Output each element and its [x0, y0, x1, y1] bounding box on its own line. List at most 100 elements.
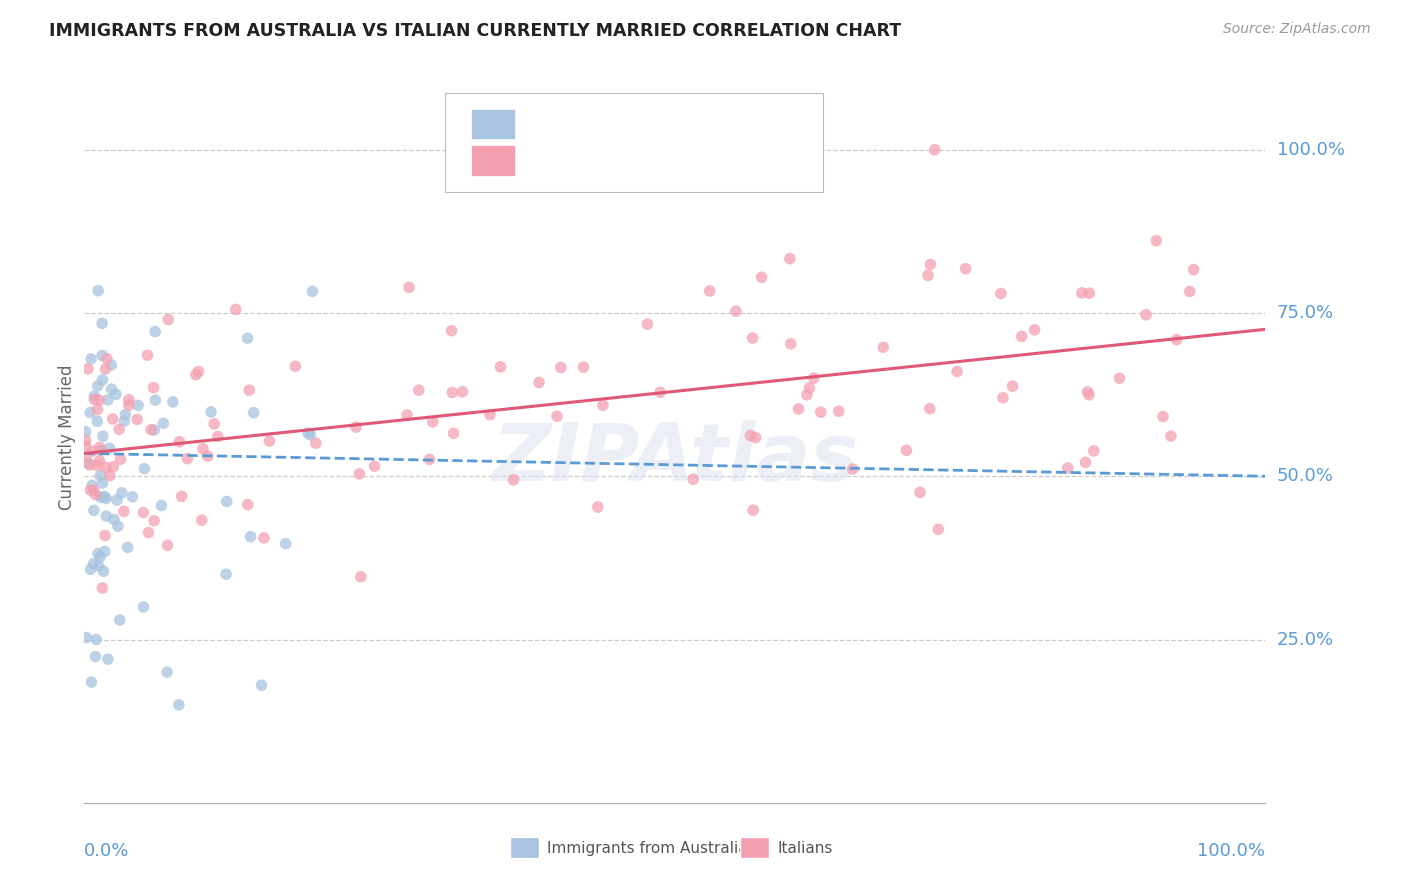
- Point: [636, 317, 658, 331]
- Text: 75.0%: 75.0%: [1277, 304, 1334, 322]
- Point: [1166, 333, 1188, 347]
- Point: [238, 383, 260, 397]
- Point: [89, 454, 111, 468]
- Point: [527, 376, 550, 390]
- Point: [703, 175, 725, 189]
- Point: [89, 393, 111, 408]
- Text: Immigrants from Australia: Immigrants from Australia: [547, 840, 748, 855]
- Point: [132, 599, 155, 614]
- Point: [86, 458, 108, 473]
- Point: [990, 286, 1012, 301]
- Point: [79, 405, 101, 419]
- Point: [872, 340, 894, 354]
- Point: [451, 384, 474, 399]
- Point: [94, 544, 117, 558]
- Point: [83, 392, 105, 407]
- Point: [682, 472, 704, 486]
- Point: [167, 698, 190, 712]
- Point: [650, 385, 672, 400]
- Point: [169, 434, 191, 449]
- Point: [152, 417, 174, 431]
- Point: [87, 379, 110, 393]
- Point: [83, 389, 105, 403]
- Point: [920, 257, 942, 271]
- Point: [419, 452, 441, 467]
- Point: [1178, 285, 1201, 299]
- Point: [225, 302, 247, 317]
- Point: [156, 665, 179, 680]
- Point: [422, 415, 444, 429]
- Point: [75, 450, 97, 464]
- Point: [75, 434, 97, 448]
- Point: [94, 362, 117, 376]
- Bar: [509, 838, 538, 858]
- Point: [896, 443, 918, 458]
- Point: [1135, 308, 1157, 322]
- Point: [89, 468, 111, 483]
- Point: [744, 431, 766, 445]
- Text: 0.0%: 0.0%: [84, 842, 129, 860]
- Point: [108, 422, 131, 436]
- Point: [740, 428, 762, 442]
- Point: [75, 439, 97, 453]
- Point: [215, 567, 238, 582]
- Point: [946, 364, 969, 378]
- Point: [191, 513, 214, 527]
- Point: [89, 441, 111, 455]
- Point: [77, 456, 100, 470]
- Point: [132, 506, 155, 520]
- Point: [1070, 285, 1092, 300]
- Point: [1078, 286, 1101, 301]
- Point: [1024, 323, 1046, 337]
- Point: [84, 632, 107, 647]
- Point: [1074, 455, 1097, 469]
- Point: [274, 537, 297, 551]
- Point: [1078, 388, 1101, 402]
- Point: [1056, 461, 1078, 475]
- Point: [96, 351, 118, 366]
- Point: [108, 613, 131, 627]
- Point: [136, 348, 159, 362]
- Point: [242, 406, 264, 420]
- Point: [96, 509, 118, 524]
- Point: [143, 393, 166, 408]
- Point: [215, 494, 238, 508]
- Point: [87, 284, 110, 298]
- Point: [546, 409, 568, 424]
- Point: [91, 581, 114, 595]
- Point: [184, 368, 207, 382]
- Point: [918, 401, 941, 416]
- Point: [93, 490, 115, 504]
- FancyBboxPatch shape: [444, 94, 823, 192]
- Point: [1011, 329, 1033, 343]
- Point: [191, 442, 214, 456]
- Point: [162, 395, 184, 409]
- Point: [440, 324, 463, 338]
- Point: [84, 487, 107, 501]
- Bar: [471, 145, 516, 176]
- Point: [83, 503, 105, 517]
- Point: [103, 512, 125, 526]
- Point: [94, 528, 117, 542]
- Point: [297, 425, 319, 440]
- Point: [741, 331, 763, 345]
- Point: [395, 408, 418, 422]
- Text: ZIPAtlas: ZIPAtlas: [492, 420, 858, 498]
- Point: [572, 360, 595, 375]
- Point: [586, 500, 609, 514]
- Point: [810, 405, 832, 419]
- Point: [284, 359, 307, 374]
- Point: [75, 631, 97, 645]
- Point: [779, 336, 801, 351]
- Point: [150, 499, 173, 513]
- Point: [141, 423, 163, 437]
- Point: [97, 392, 120, 407]
- Point: [142, 381, 165, 395]
- Point: [93, 564, 115, 578]
- Point: [349, 467, 371, 481]
- Point: [98, 468, 121, 483]
- Point: [799, 381, 821, 395]
- Point: [143, 325, 166, 339]
- Point: [917, 268, 939, 283]
- Point: [592, 398, 614, 412]
